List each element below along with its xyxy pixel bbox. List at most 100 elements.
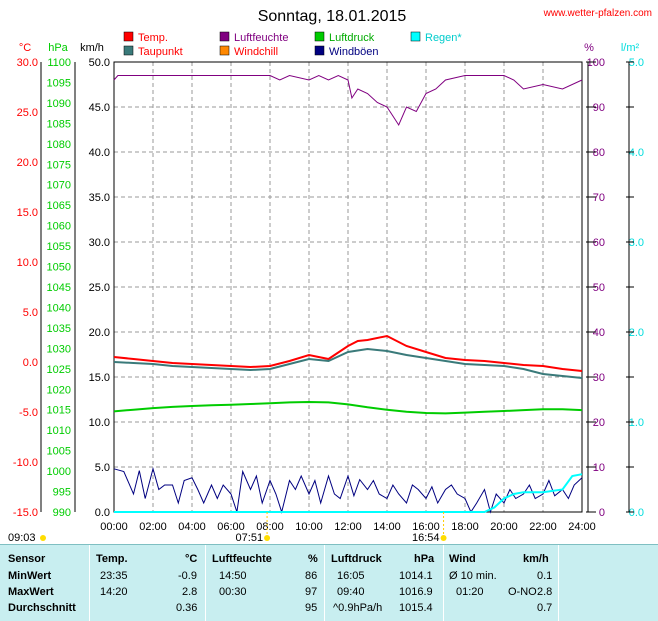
y-tick-label: 15.0 (17, 207, 38, 219)
y-tick-label: 50 (593, 282, 605, 294)
y-tick-label: 2.0 (629, 327, 644, 339)
y-tick-label: 5.0 (95, 462, 110, 474)
stats-press-value: 1016.9 (399, 586, 433, 598)
y-tick-label: 1015 (47, 405, 71, 417)
x-tick-label: 18:00 (451, 521, 479, 533)
stats-hum-value: 95 (305, 602, 318, 614)
y-tick-label: 1080 (47, 139, 71, 151)
legend-label: Temp. (138, 32, 168, 44)
y-tick-label: 10.0 (17, 257, 38, 269)
y-tick-label: 10 (593, 462, 605, 474)
x-tick-label: 02:00 (139, 521, 167, 533)
y-tick-label: 1085 (47, 118, 71, 130)
x-tick-label: 04:00 (178, 521, 206, 533)
y-tick-label: 30.0 (17, 57, 38, 69)
legend-swatch (219, 45, 230, 56)
y-tick-label: 1065 (47, 200, 71, 212)
sunset-marker-label: 16:54 (412, 532, 440, 544)
legend-label: Luftdruck (329, 32, 375, 44)
stats-press-rate: ^0.9hPa/h (333, 602, 383, 614)
stats-hum-time: 00:30 (219, 586, 247, 598)
stats-temp-time: 14:20 (100, 586, 128, 598)
stats-header-pressure: Luftdruck (331, 553, 382, 565)
y-tick-label: 1045 (47, 282, 71, 294)
axis-unit-label: °C (19, 42, 31, 54)
y-tick-label: 40 (593, 327, 605, 339)
stats-hum-value: 97 (305, 586, 318, 598)
x-tick-label: 06:00 (217, 521, 245, 533)
legend-swatch (314, 45, 325, 56)
stats-header-humidity-unit: % (308, 553, 318, 565)
stats-header-wind-unit: km/h (523, 553, 549, 565)
stats-header-wind: Wind (449, 553, 476, 565)
series-lines (113, 74, 583, 514)
stats-header-sensor: Sensor (8, 553, 46, 565)
y-tick-label: 5.0 (629, 57, 644, 69)
stats-hum-time: 14:50 (219, 570, 247, 582)
y-tick-label: 1090 (47, 98, 71, 110)
y-tick-label: -10.0 (13, 457, 38, 469)
y-tick-label: 40.0 (89, 147, 110, 159)
legend-label: Luftfeuchte (234, 32, 288, 44)
stats-row-label: MinWert (8, 570, 52, 582)
source-link[interactable]: www.wetter-pfalzen.com (543, 8, 652, 19)
stats-wind-value: 0.7 (537, 602, 553, 614)
x-tick-label: 24:00 (568, 521, 596, 533)
series-line (113, 334, 583, 372)
y-tick-label: 1030 (47, 343, 71, 355)
y-tick-label: 10.0 (89, 417, 110, 429)
y-tick-label: 1035 (47, 323, 71, 335)
legend-label: Taupunkt (138, 46, 183, 58)
y-tick-label: 1050 (47, 262, 71, 274)
legend-label: Regen* (425, 32, 462, 44)
axis-unit-label: hPa (48, 42, 68, 54)
y-tick-label: 1025 (47, 364, 71, 376)
stats-temp-time: 23:35 (100, 570, 128, 582)
stats-table: Sensor Temp. °C Luftfeuchte % Luftdruck … (0, 544, 658, 621)
y-tick-label: 1055 (47, 241, 71, 253)
y-tick-label: 20.0 (17, 157, 38, 169)
x-tick-label: 00:00 (100, 521, 128, 533)
sunset-marker-sun-icon (440, 535, 447, 541)
y-tick-label: 0 (599, 507, 605, 519)
stats-temp-value: -0.9 (178, 570, 197, 582)
legend-swatch (410, 31, 421, 42)
stats-row-label: Durchschnitt (8, 602, 76, 614)
legend-swatch (314, 31, 325, 42)
y-tick-label: 45.0 (89, 102, 110, 114)
y-tick-label: 60 (593, 237, 605, 249)
y-tick-label: 1005 (47, 446, 71, 458)
y-tick-label: 0.0 (23, 357, 38, 369)
y-tick-label: 1060 (47, 221, 71, 233)
series-line (114, 473, 583, 513)
y-tick-label: 1.0 (629, 417, 644, 429)
x-tick-label: 22:00 (529, 521, 557, 533)
y-tick-label: 1020 (47, 384, 71, 396)
day-length-label: 09:03 (8, 532, 36, 544)
chart-title: Sonntag, 18.01.2015 (258, 8, 407, 25)
y-tick-label: 3.0 (629, 237, 644, 249)
legend-swatch (123, 31, 134, 42)
y-tick-label: 80 (593, 147, 605, 159)
legend-label: Windböen (329, 46, 379, 58)
y-tick-label: 1100 (47, 57, 71, 69)
axis-unit-label: l/m² (621, 42, 640, 54)
y-tick-label: 35.0 (89, 192, 110, 204)
stats-hum-value: 86 (305, 570, 318, 582)
y-tick-label: 990 (53, 507, 71, 519)
stats-wind-value: 2.8 (537, 586, 553, 598)
series-line (113, 347, 583, 379)
legend-swatch (219, 31, 230, 42)
grid-lines (114, 62, 582, 512)
legend-swatch (123, 45, 134, 56)
stats-press-time: 16:05 (337, 570, 365, 582)
stats-wind-value: 0.1 (537, 570, 553, 582)
axis-unit-labels: °C hPa km/h% l/m² (19, 42, 640, 54)
x-tick-label: 20:00 (490, 521, 518, 533)
y-tick-label: 1070 (47, 180, 71, 192)
axes: 30.0 25.0 20.0 15.0 10.0 5.0 0.0 -5.0 -10.0 -15.0… (13, 57, 644, 533)
y-tick-label: 4.0 (629, 147, 644, 159)
x-tick-label: 10:00 (295, 521, 323, 533)
y-tick-label: 15.0 (89, 372, 110, 384)
x-tick-label: 12:00 (334, 521, 362, 533)
